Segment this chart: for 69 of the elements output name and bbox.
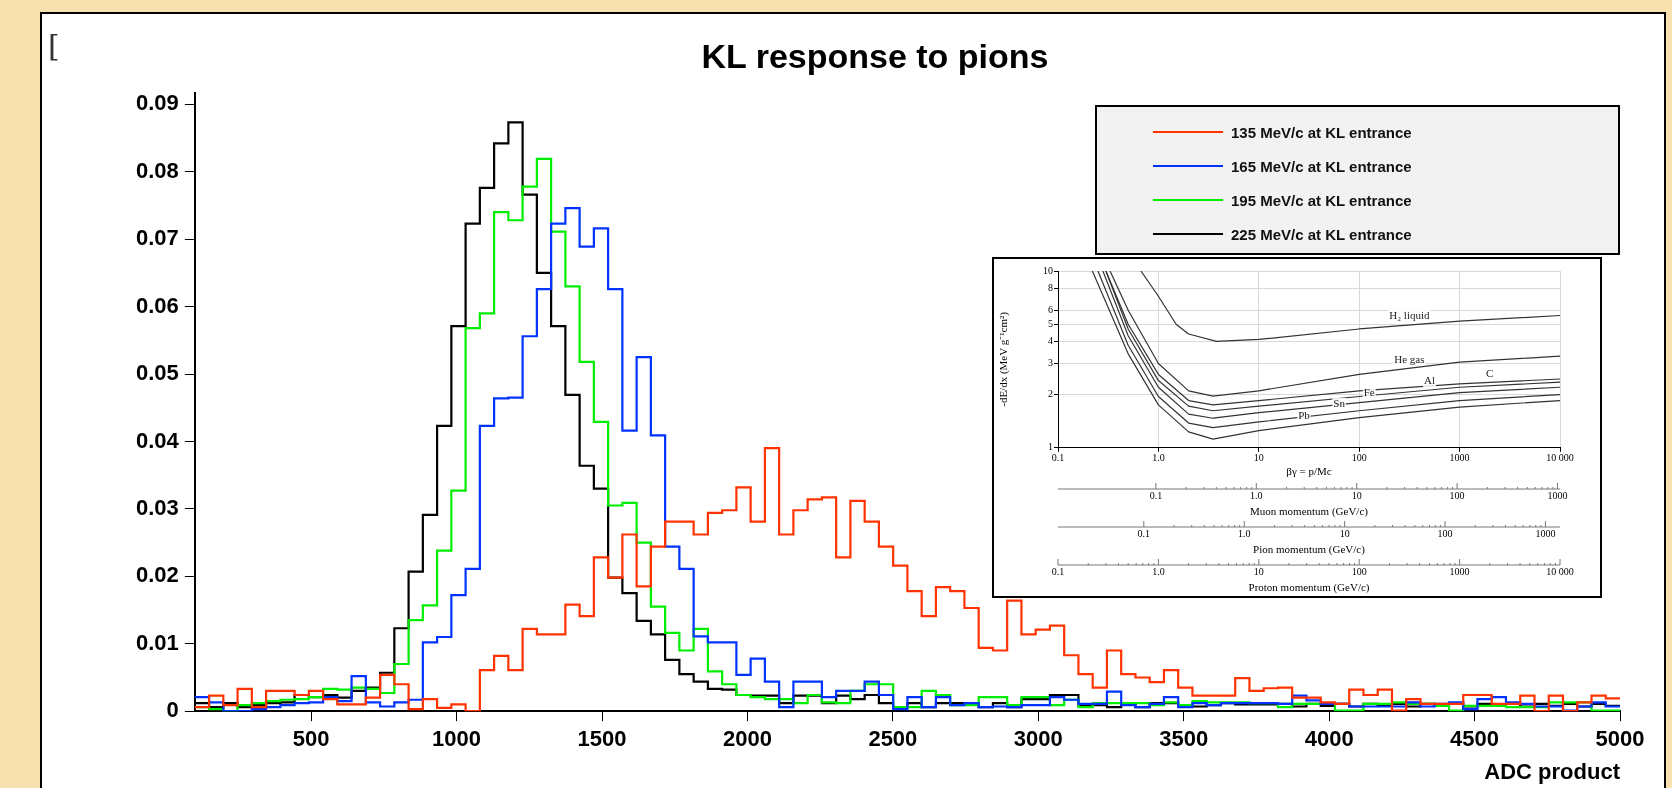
- x-tick-label: 1500: [577, 726, 627, 752]
- x-axis-title: ADC product: [1484, 758, 1621, 784]
- x-tick-label: 3500: [1159, 726, 1209, 752]
- series-label: Al: [1423, 374, 1435, 387]
- x-tick-label: 1000: [432, 726, 482, 752]
- y-tick-label: 0.03: [135, 494, 179, 520]
- y-tick-label: 0.06: [135, 292, 179, 318]
- x-tick-label: 5000: [1595, 726, 1645, 752]
- annotation: 0.1: [1051, 565, 1065, 577]
- y-tick-label: 0.08: [135, 157, 179, 183]
- x-tick-label: 4500: [1450, 726, 1500, 752]
- series-label: Pb: [1298, 409, 1311, 422]
- legend-label: 135 MeV/c at KL entrance: [1231, 123, 1412, 141]
- y-tick-label: 4: [1048, 334, 1053, 346]
- y-tick-label: 0.01: [135, 629, 179, 655]
- x-tick-label: 4000: [1304, 726, 1354, 752]
- annotation: 0.1: [1149, 489, 1163, 501]
- annotation: 100: [1351, 565, 1367, 577]
- annotation: 1000: [1535, 527, 1556, 539]
- annotation: 1000: [1547, 489, 1568, 501]
- annotation: 1.0: [1250, 489, 1263, 501]
- x-tick-label: 0.1: [1051, 452, 1065, 464]
- annotation: 1.0: [1152, 565, 1165, 577]
- y-tick-label: 0.07: [135, 225, 179, 251]
- y-tick-label: 0.04: [135, 427, 180, 453]
- x-tick-label: 500: [292, 726, 330, 752]
- series-label: H₂ liquid: [1389, 309, 1430, 322]
- series-label: He gas: [1394, 352, 1425, 365]
- y-tick-label: 0.02: [135, 562, 179, 588]
- text: Proton momentum (GeV/c): [1248, 581, 1370, 595]
- x-tick-label: 100: [1351, 452, 1367, 464]
- text: Pion momentum (GeV/c): [1253, 543, 1366, 557]
- x-tick-label: 1.0: [1152, 452, 1165, 464]
- x-tick-label: 2000: [722, 726, 772, 752]
- annotation: 10 000: [1546, 565, 1574, 577]
- text: Muon momentum (GeV/c): [1250, 505, 1369, 519]
- x-axis-title: βγ = p/Mc: [1286, 465, 1332, 478]
- x-tick-label: 3000: [1013, 726, 1063, 752]
- y-axis-title: -dE/dx (MeV g⁻¹cm²): [997, 311, 1011, 407]
- text: [: [48, 28, 60, 63]
- y-tick-label: 2: [1048, 388, 1053, 400]
- x-tick-label: 1000: [1449, 452, 1470, 464]
- y-tick-label: 3: [1048, 357, 1053, 369]
- y-tick-label: 5: [1048, 317, 1053, 329]
- x-tick-label: 10 000: [1546, 452, 1574, 464]
- chart-title: KL response to pions: [701, 36, 1049, 75]
- annotation: 0.1: [1137, 527, 1151, 539]
- y-tick-label: 10: [1043, 264, 1053, 276]
- annotation: 10: [1351, 489, 1362, 501]
- legend-label: 195 MeV/c at KL entrance: [1231, 191, 1412, 209]
- series-label: C: [1486, 366, 1494, 379]
- x-tick-label: 10: [1253, 452, 1264, 464]
- y-tick-label: 6: [1048, 303, 1053, 315]
- y-tick-label: 0: [166, 697, 179, 723]
- legend-label: 165 MeV/c at KL entrance: [1231, 157, 1412, 175]
- y-tick-label: 0.05: [135, 360, 179, 386]
- annotation: 10: [1253, 565, 1264, 577]
- y-tick-label: 1: [1048, 441, 1053, 453]
- annotation: 100: [1437, 527, 1453, 539]
- x-tick-label: 2500: [868, 726, 918, 752]
- y-tick-label: 8: [1048, 281, 1053, 293]
- legend-label: 225 MeV/c at KL entrance: [1231, 225, 1412, 243]
- series-label: Fe: [1363, 386, 1375, 399]
- y-tick-label: 0.09: [135, 90, 179, 116]
- annotation: 100: [1449, 489, 1465, 501]
- annotation: 1000: [1449, 565, 1470, 577]
- annotation: 10: [1339, 527, 1350, 539]
- series-label: Sn: [1333, 397, 1346, 410]
- annotation: 1.0: [1237, 527, 1251, 539]
